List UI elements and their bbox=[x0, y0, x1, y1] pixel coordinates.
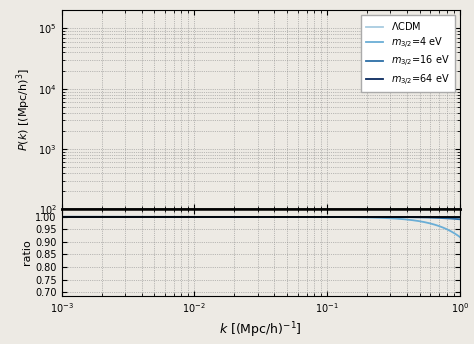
Y-axis label: $P(k)$ [(Mpc/h)$^3$]: $P(k)$ [(Mpc/h)$^3$] bbox=[14, 68, 33, 151]
Y-axis label: ratio: ratio bbox=[22, 240, 32, 266]
X-axis label: $k$ [(Mpc/h)$^{-1}$]: $k$ [(Mpc/h)$^{-1}$] bbox=[219, 320, 302, 340]
Legend: $\Lambda$CDM, $m_{3/2}$=4 eV, $m_{3/2}$=16 eV, $m_{3/2}$=64 eV: $\Lambda$CDM, $m_{3/2}$=4 eV, $m_{3/2}$=… bbox=[361, 15, 455, 93]
